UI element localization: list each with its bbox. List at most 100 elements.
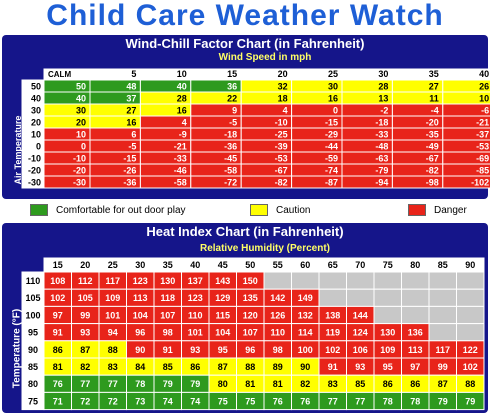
heat-index-value: 120	[243, 310, 258, 320]
heat-index-value: 89	[273, 362, 283, 372]
humidity-tick: 35	[163, 260, 173, 270]
heat-index-value: 119	[325, 328, 340, 338]
heat-index-value: 77	[328, 396, 338, 406]
wind-chill-value: -9	[179, 130, 187, 140]
wind-chill-value: -2	[380, 106, 388, 116]
heat-index-value: 136	[408, 328, 423, 338]
heat-index-value: 135	[243, 293, 258, 303]
wind-chill-value: -82	[426, 166, 439, 176]
heat-index-value: 94	[108, 328, 118, 338]
humidity-tick: 75	[383, 260, 393, 270]
heat-index-value: 83	[108, 362, 118, 372]
wind-chill-value: 4	[182, 118, 187, 128]
wind-chill-value: -25	[275, 130, 288, 140]
wind-chill-value: -33	[174, 154, 187, 164]
wind-chill-value: 37	[126, 94, 136, 104]
legend-swatch-danger	[408, 204, 426, 216]
wind-speed-tick: 5	[131, 69, 136, 79]
air-temp-tick: 20	[31, 118, 41, 128]
wind-speed-tick: 40	[479, 69, 489, 79]
wind-speed-header: Wind Speed in mph	[218, 52, 312, 63]
humidity-tick: 25	[108, 260, 118, 270]
heat-index-value: 101	[105, 310, 120, 320]
wind-chill-value: -10	[73, 154, 86, 164]
legend-label-caution: Caution	[276, 204, 311, 216]
heat-index-cell	[428, 288, 457, 307]
wind-chill-value: -67	[275, 166, 288, 176]
wind-chill-value: 30	[76, 106, 86, 116]
wind-chill-title: Wind-Chill Factor Chart (in Fahrenheit)	[125, 36, 365, 51]
wind-speed-tick: 10	[177, 69, 187, 79]
heat-index-value: 91	[328, 362, 338, 372]
heat-index-value: 149	[298, 293, 313, 303]
wind-chill-value: -58	[224, 166, 237, 176]
air-temp-tick: 30	[31, 106, 41, 116]
wind-chill-value: 30	[328, 82, 338, 92]
temp-tick: 95	[28, 328, 38, 338]
heat-index-value: 117	[105, 276, 120, 286]
heat-index-value: 150	[243, 276, 258, 286]
heat-index-value: 114	[298, 328, 313, 338]
legend-item-danger: Danger	[408, 203, 467, 217]
humidity-tick: 45	[218, 260, 228, 270]
legend-label-danger: Danger	[434, 204, 467, 216]
heat-index-value: 86	[383, 379, 393, 389]
heat-index-value: 113	[133, 293, 148, 303]
temp-tick: 75	[28, 396, 38, 406]
heat-index-value: 104	[215, 328, 230, 338]
wind-chill-value: -20	[73, 166, 86, 176]
wind-chill-value: -35	[426, 130, 439, 140]
wind-chill-value: 48	[126, 82, 136, 92]
wind-speed-tick: 30	[378, 69, 388, 79]
heat-index-value: 95	[383, 362, 393, 372]
wind-chill-value: 13	[378, 94, 388, 104]
heat-index-value: 78	[135, 379, 145, 389]
heat-index-value: 77	[80, 379, 90, 389]
wind-chill-value: 18	[278, 94, 288, 104]
heat-index-cell	[401, 271, 430, 290]
heat-index-value: 143	[215, 276, 230, 286]
heat-index-value: 93	[190, 345, 200, 355]
wind-chill-value: 27	[126, 106, 136, 116]
heat-index-value: 85	[355, 379, 365, 389]
wind-chill-value: -36	[224, 142, 237, 152]
heat-index-value: 112	[78, 276, 93, 286]
wind-chill-value: -15	[325, 118, 338, 128]
heat-index-value: 130	[380, 328, 395, 338]
wind-speed-tick: 25	[328, 69, 338, 79]
wind-chill-value: -82	[275, 178, 288, 188]
heat-index-value: 79	[438, 396, 448, 406]
heat-index-cell	[456, 305, 485, 325]
temp-tick: 100	[25, 310, 40, 320]
heat-index-value: 78	[383, 396, 393, 406]
wind-chill-value: -72	[224, 178, 237, 188]
wind-chill-value: -53	[275, 154, 288, 164]
heat-index-value: 82	[300, 379, 310, 389]
heat-index-cell	[456, 271, 485, 290]
wind-chill-value: -21	[174, 142, 187, 152]
wind-chill-value: -18	[375, 118, 388, 128]
legend: Comfortable for out door play Caution Da…	[0, 200, 490, 220]
heat-index-cell	[318, 288, 347, 307]
heat-index-cell	[291, 271, 320, 290]
heat-index-value: 102	[325, 345, 340, 355]
heat-index-value: 113	[408, 345, 423, 355]
wind-chill-value: -98	[426, 178, 439, 188]
heat-index-value: 83	[328, 379, 338, 389]
heat-index-value: 123	[188, 293, 203, 303]
heat-index-cell	[428, 271, 457, 290]
heat-index-value: 73	[135, 396, 145, 406]
heat-index-value: 77	[355, 396, 365, 406]
heat-index-cell	[346, 288, 375, 307]
wind-chill-value: 10	[479, 94, 489, 104]
wind-chill-value: 0	[81, 142, 86, 152]
wind-chill-value: -59	[325, 154, 338, 164]
wind-chill-value: 4	[283, 106, 288, 116]
heat-index-value: 110	[270, 328, 285, 338]
air-temp-tick: 0	[36, 142, 41, 152]
wind-chill-value: -4	[431, 106, 439, 116]
heat-index-value: 86	[190, 362, 200, 372]
air-temp-tick: 50	[31, 82, 41, 92]
wind-chill-value: -58	[174, 178, 187, 188]
